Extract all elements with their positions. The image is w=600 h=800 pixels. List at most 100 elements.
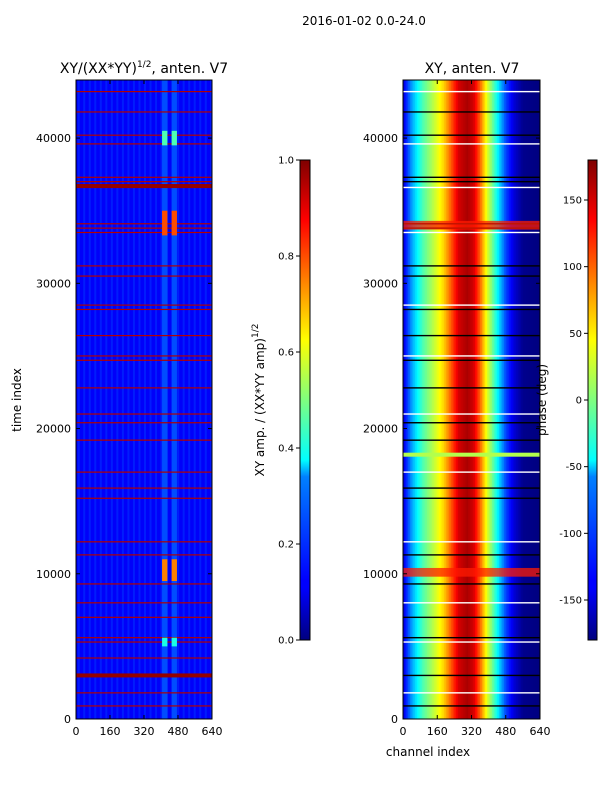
phase-flag-row xyxy=(403,111,540,113)
amp-flag-row xyxy=(76,231,212,234)
phase-column xyxy=(430,80,433,719)
amp-panel: XY/(XX*YY)1/2, anten. V7 0 160 320 480 640 0 1… xyxy=(10,60,228,738)
colorbar-tick-label: -150 xyxy=(559,596,582,607)
phase-column xyxy=(509,80,512,719)
amp-flag-row xyxy=(76,223,212,225)
amp-flag-row xyxy=(76,275,212,277)
x-tick-label: 640 xyxy=(530,725,551,738)
phase-column xyxy=(433,80,436,719)
phase-flag-row xyxy=(403,487,540,489)
amp-flag-row xyxy=(76,554,212,556)
phase-column xyxy=(421,80,424,719)
amp-flag-row xyxy=(76,227,212,229)
phase-column xyxy=(444,80,447,719)
x-tick-label: 480 xyxy=(168,725,189,738)
phase-flag-row xyxy=(403,180,540,183)
phase-column xyxy=(488,80,491,719)
phase-column xyxy=(409,80,412,719)
amp-flag-row xyxy=(76,308,212,311)
phase-column xyxy=(420,80,423,719)
phase-flag-row xyxy=(403,541,540,543)
amp-streak xyxy=(77,80,80,719)
phase-column xyxy=(480,80,483,719)
amp-streak xyxy=(210,80,213,719)
colorbar-tick-label: 0.2 xyxy=(278,540,294,551)
y-tick-label: 0 xyxy=(64,713,71,726)
phase-column xyxy=(495,80,498,719)
phase-panel: XY, anten. V7 0 160 320 480 640 0 10000 20000 30… xyxy=(363,61,551,759)
amp-flag-row xyxy=(76,637,212,639)
amp-streak xyxy=(188,80,191,719)
phase-column xyxy=(510,80,513,719)
phase-panel-title: XY, anten. V7 xyxy=(425,61,520,77)
phase-column xyxy=(497,80,500,719)
phase-column xyxy=(423,80,426,719)
amp-bright-patch xyxy=(162,637,168,647)
phase-column xyxy=(450,80,454,719)
phase-column xyxy=(428,80,431,719)
phase-column xyxy=(404,80,407,719)
amp-flag-row xyxy=(76,602,212,604)
phase-column xyxy=(466,80,469,719)
phase-column xyxy=(538,80,541,719)
phase-column xyxy=(522,80,525,719)
phase-column xyxy=(504,80,507,719)
phase-column xyxy=(493,80,496,719)
y-tick-label: 30000 xyxy=(36,277,71,290)
amp-colorbar-ticks: 0.0 0.2 0.4 0.6 0.8 1.0 xyxy=(278,156,300,647)
amp-flag-row xyxy=(76,439,212,441)
amp-bright-patch xyxy=(162,130,168,146)
y-tick-label: 30000 xyxy=(363,277,398,290)
phase-column xyxy=(464,80,467,719)
phase-flag-row xyxy=(403,583,540,585)
phase-flag-row xyxy=(403,186,540,189)
amp-flag-row xyxy=(76,705,212,707)
x-tick-label: 320 xyxy=(461,725,482,738)
phase-column xyxy=(462,80,466,719)
phase-column xyxy=(502,80,505,719)
amp-streak xyxy=(199,80,202,719)
phase-column xyxy=(490,80,493,719)
phase-column xyxy=(492,80,495,719)
colorbar-tick-label: 50 xyxy=(569,329,582,340)
phase-colorbar-ticks: -150 -100 -50 0 50 100 150 xyxy=(559,196,588,607)
phase-flag-row xyxy=(403,705,540,707)
amp-flag-row xyxy=(76,487,212,489)
x-tick-label: 640 xyxy=(202,725,223,738)
phase-flag-row xyxy=(403,387,540,389)
amp-flag-row xyxy=(76,143,212,145)
phase-column xyxy=(416,80,419,719)
x-tick-label: 0 xyxy=(400,725,407,738)
phase-column xyxy=(512,80,515,719)
amp-streak xyxy=(149,80,152,719)
phase-flag-row xyxy=(403,275,540,277)
phase-flag-row xyxy=(403,134,540,136)
amp-flag-row xyxy=(76,134,212,136)
colorbar-tick-label: 0.4 xyxy=(278,444,294,455)
phase-flag-row xyxy=(403,616,540,619)
phase-column xyxy=(445,80,448,719)
phase-flag-row xyxy=(403,602,540,604)
phase-column xyxy=(476,80,479,719)
amp-streak xyxy=(110,80,113,719)
phase-column xyxy=(486,80,490,719)
amp-panel-title: XY/(XX*YY)1/2, anten. V7 xyxy=(60,60,228,77)
phase-column xyxy=(526,80,529,719)
phase-colorbar-label: phase (deg) xyxy=(535,364,549,436)
phase-column xyxy=(478,80,481,719)
phase-column xyxy=(413,80,416,719)
phase-flag-row xyxy=(403,359,540,361)
amp-flag-row xyxy=(76,497,212,499)
phase-flag-row xyxy=(403,413,540,415)
phase-column xyxy=(500,80,503,719)
phase-column xyxy=(505,80,508,719)
amp-streak xyxy=(138,80,141,719)
phase-flag-row xyxy=(403,265,540,267)
y-tick-label: 10000 xyxy=(36,568,71,581)
phase-column xyxy=(533,80,536,719)
phase-column xyxy=(457,80,460,719)
amp-flag-row xyxy=(76,657,212,659)
phase-column xyxy=(474,80,478,719)
phase-column xyxy=(449,80,452,719)
